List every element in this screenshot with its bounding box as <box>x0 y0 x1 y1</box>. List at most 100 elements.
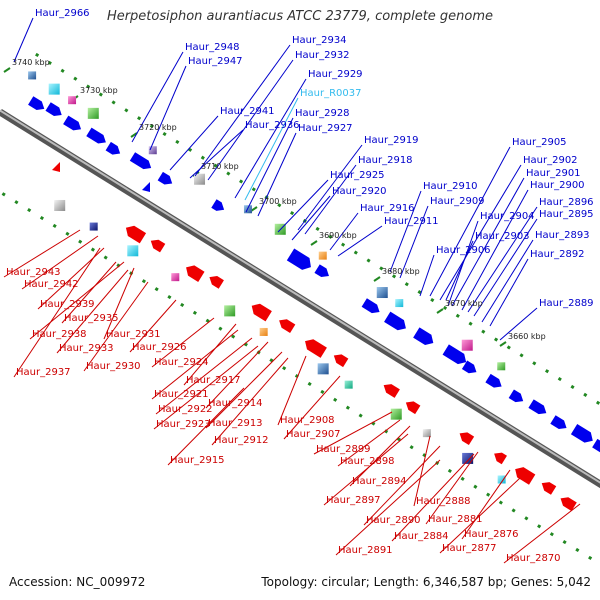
label-leader-line <box>205 341 269 409</box>
map-title: Herpetosiphon aurantiacus ATCC 23779, co… <box>106 9 494 24</box>
gene-label: Haur_2933 <box>59 343 114 354</box>
gene-label: Haur_2877 <box>442 543 497 554</box>
gene-label: Haur_2942 <box>24 279 79 290</box>
gene-label: Haur_2921 <box>154 389 209 400</box>
label-leader-line <box>149 65 187 151</box>
gene-label: Haur_2894 <box>352 476 407 487</box>
gene-label: Haur_2893 <box>535 230 590 241</box>
label-leader-line <box>489 258 529 327</box>
gene-label: Haur_2925 <box>330 170 385 181</box>
plus-strand-gene-arrow <box>528 399 547 415</box>
label-leader-line <box>363 445 441 526</box>
cog-category-box <box>89 222 98 231</box>
label-leader-line <box>413 435 431 507</box>
cog-category-box <box>224 305 236 317</box>
gene-label: Haur_2947 <box>188 56 243 67</box>
label-leader-line <box>167 387 245 466</box>
label-leader-line <box>323 433 409 506</box>
cog-category-box <box>462 452 474 464</box>
label-leader-line <box>481 239 534 323</box>
cog-category-box <box>127 245 139 257</box>
gene-label: Haur_2938 <box>32 329 87 340</box>
cog-category-box <box>376 287 388 299</box>
plus-strand-gene-arrow <box>86 127 106 144</box>
label-leader-line <box>257 132 297 217</box>
cog-category-box <box>318 251 327 260</box>
plus-strand-gene-arrow <box>28 96 45 110</box>
label-leader-line <box>245 117 294 213</box>
gene-label: Haur_2966 <box>35 8 90 19</box>
gene-label: Haur_2902 <box>523 155 578 166</box>
gene-label: Haur_2896 <box>539 197 594 208</box>
label-leader-line <box>13 247 101 378</box>
kbp-tick-mark <box>130 132 138 138</box>
cog-category-box <box>317 363 329 375</box>
cog-category-box <box>148 146 157 155</box>
gene-label: Haur_2917 <box>186 375 241 386</box>
gene-label: Haur_2915 <box>170 455 225 466</box>
plus-strand-gene-arrow <box>570 424 593 443</box>
kbp-tick-label: 3720 kbp <box>139 123 177 132</box>
cog-category-box <box>243 205 252 214</box>
label-leader-line <box>391 453 475 542</box>
label-leader-line <box>29 261 125 340</box>
label-leader-line <box>425 451 479 525</box>
gene-label: Haur_2907 <box>286 429 341 440</box>
gene-label: Haur_2906 <box>436 245 491 256</box>
minus-strand-gene-arrow <box>125 225 147 244</box>
kbp-tick-mark <box>499 341 507 347</box>
label-leader-line <box>155 337 253 415</box>
label-leader-line <box>467 206 538 313</box>
label-leader-line <box>499 307 538 341</box>
minus-strand-gene-arrow <box>405 401 421 415</box>
cog-category-box <box>54 199 66 211</box>
minus-strand-gene-arrow <box>383 384 400 398</box>
gene-label: Haur_2929 <box>308 69 363 80</box>
label-leader-line <box>194 44 291 177</box>
minus-strand-gene-arrow <box>279 319 296 334</box>
gene-label: Haur_2895 <box>539 209 594 220</box>
gene-label: Haur_2926 <box>132 342 187 353</box>
gene-label: Haur_2900 <box>530 180 585 191</box>
gene-label: Haur_2903 <box>475 231 530 242</box>
gene-label: Haur_2935 <box>64 313 119 324</box>
cog-category-box <box>68 96 77 105</box>
label-leader-line <box>83 281 149 372</box>
label-leader-line <box>3 229 81 278</box>
plus-strand-gene-arrow <box>361 298 380 314</box>
plus-strand-gene-arrow <box>286 248 311 270</box>
gene-label: Haur_2888 <box>416 496 471 507</box>
label-leader-line <box>61 261 117 324</box>
label-leader-line <box>189 129 244 179</box>
label-leader-line <box>234 78 307 199</box>
label-leader-line <box>283 375 341 440</box>
gene-label: Haur_2927 <box>298 123 353 134</box>
plus-strand-gene-arrow <box>508 389 524 403</box>
gene-label: Haur_2884 <box>394 531 449 542</box>
label-leader-line <box>429 146 511 297</box>
label-leader-line <box>207 59 294 181</box>
gene-label: Haur_2914 <box>208 398 263 409</box>
label-leader-line <box>473 218 538 317</box>
cog-category-box <box>194 173 206 185</box>
label-leader-line <box>335 459 441 556</box>
label-leader-line <box>13 17 34 63</box>
kbp-tick-label: 3740 kbp <box>12 58 50 67</box>
cog-category-box <box>390 408 402 420</box>
minus-strand-gene-arrow <box>459 432 475 446</box>
label-leader-line <box>503 503 581 564</box>
cog-category-box <box>422 429 431 438</box>
gene-label: Haur_2890 <box>366 515 421 526</box>
label-leader-line <box>103 267 135 340</box>
gene-label: Haur_2920 <box>332 186 387 197</box>
plus-strand-gene-arrow <box>63 115 82 131</box>
label-leader-line <box>439 164 522 301</box>
label-leader-line <box>313 411 393 455</box>
gene-label: Haur_2934 <box>292 35 347 46</box>
plus-strand-gene-arrow <box>384 311 406 331</box>
gene-label: Haur_2919 <box>364 135 419 146</box>
label-leader-line <box>337 225 383 257</box>
gene-label: Haur_2943 <box>6 267 61 278</box>
kbp-tick-mark <box>250 206 258 212</box>
plus-strand-gene-arrow <box>592 438 600 453</box>
